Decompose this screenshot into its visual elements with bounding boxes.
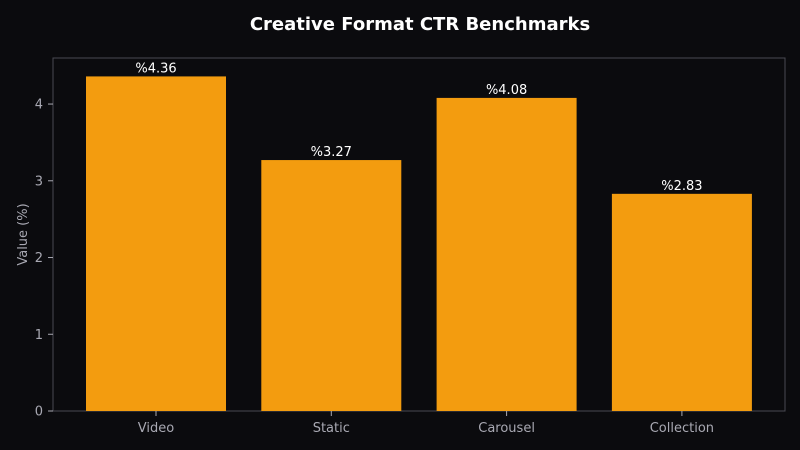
data-label: %2.83 xyxy=(661,179,702,194)
bar-video xyxy=(86,76,226,411)
bar-static xyxy=(261,160,402,411)
data-label: %4.36 xyxy=(135,61,176,76)
x-tick-label: Collection xyxy=(650,421,714,436)
y-tick-label: 2 xyxy=(35,251,43,266)
x-tick-label: Static xyxy=(313,421,350,436)
x-tick-label: Video xyxy=(138,421,174,436)
data-label: %4.08 xyxy=(486,83,527,98)
y-tick-label: 1 xyxy=(35,328,43,343)
x-axis: Video Static Carousel Collection xyxy=(138,411,714,436)
bar-carousel xyxy=(436,97,577,411)
y-tick-label: 3 xyxy=(35,174,43,189)
bar-collection xyxy=(611,193,752,411)
y-axis-label: Value (%) xyxy=(16,203,31,265)
y-axis: 0 1 2 3 4 xyxy=(35,98,53,420)
data-label: %3.27 xyxy=(311,145,352,160)
x-tick-label: Carousel xyxy=(478,421,535,436)
y-tick-label: 0 xyxy=(35,405,43,420)
y-tick-label: 4 xyxy=(35,98,43,113)
chart-title: Creative Format CTR Benchmarks xyxy=(250,14,590,35)
plot-area xyxy=(52,57,786,412)
data-labels-group: %4.36 %3.27 %4.08 %2.83 xyxy=(135,61,702,193)
bars-group xyxy=(86,76,752,411)
